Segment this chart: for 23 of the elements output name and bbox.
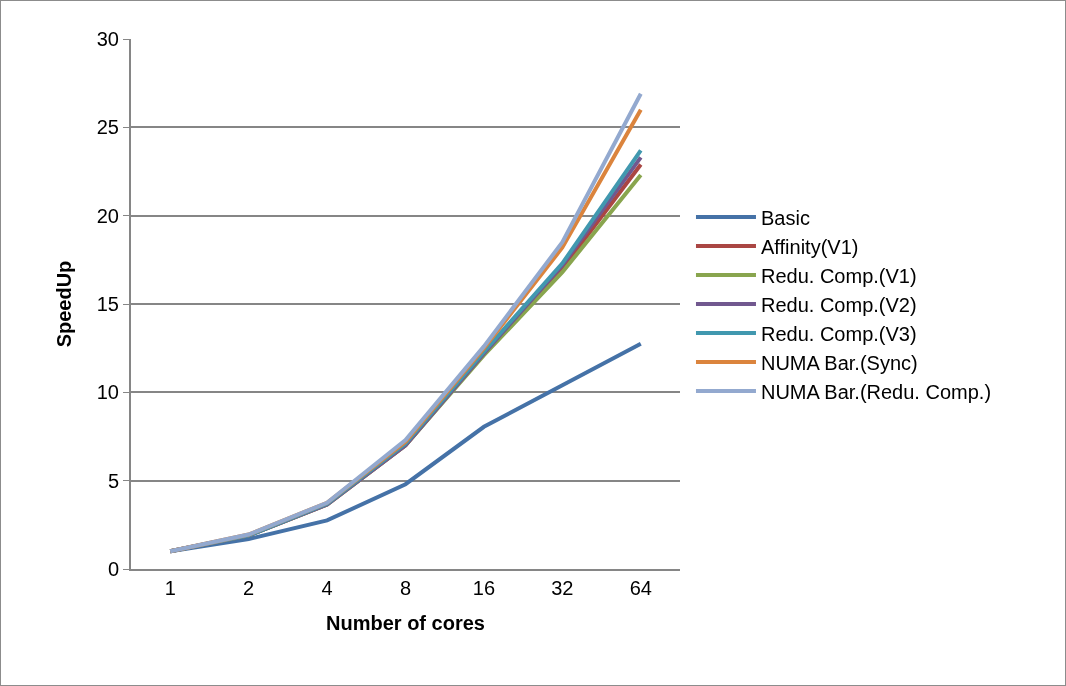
y-tick-label: 20 (96, 204, 119, 227)
legend-label: Redu. Comp.(V1) (760, 264, 917, 287)
y-tick-label: 30 (96, 28, 119, 50)
legend-label: Redu. Comp.(V3) (760, 322, 917, 345)
x-tick-label: 2 (243, 577, 255, 599)
x-tick-label: 32 (551, 577, 574, 599)
x-tick-label: 1 (164, 577, 176, 599)
y-axis-title: SpeedUp (52, 260, 75, 348)
legend-label: Basic (760, 206, 810, 229)
legend-label: NUMA Bar.(Redu. Comp.) (760, 380, 992, 403)
y-tick-label: 15 (96, 293, 119, 315)
x-tick-label: 64 (629, 577, 652, 599)
x-axis-title: Number of cores (326, 612, 485, 634)
legend-label: Redu. Comp.(V2) (760, 293, 917, 316)
x-tick-label: 16 (472, 577, 496, 599)
legend-label: NUMA Bar.(Sync) (760, 351, 918, 374)
y-tick-label: 0 (107, 558, 119, 580)
y-tick-label: 25 (96, 116, 119, 139)
x-tick-label: 8 (399, 577, 412, 599)
y-tick-label: 10 (96, 381, 119, 404)
x-tick-label: 4 (321, 577, 333, 599)
y-tick-label: 5 (107, 469, 119, 492)
legend-label: Affinity(V1) (760, 235, 859, 258)
